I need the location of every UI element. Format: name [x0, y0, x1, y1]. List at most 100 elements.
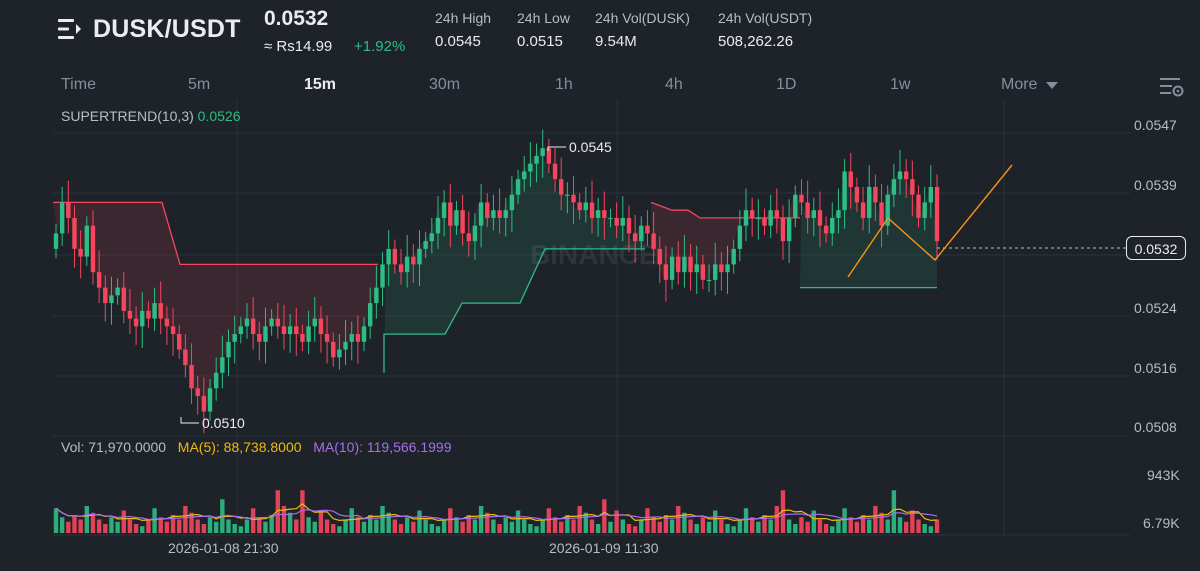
candle-body [534, 155, 539, 164]
candle-body [595, 210, 601, 218]
chart-settings-icon[interactable] [1160, 76, 1184, 98]
volume-bar [386, 512, 391, 533]
volume-bar [657, 521, 662, 533]
candle-body [694, 264, 699, 273]
menu-icon[interactable] [58, 18, 82, 40]
candle-body [762, 217, 767, 226]
candle-body [879, 202, 884, 226]
candle-body [72, 217, 77, 249]
volume-bar [830, 526, 835, 533]
volume-bar [503, 517, 508, 533]
volume-bar [836, 519, 841, 533]
candle-body [608, 217, 613, 220]
volume-bar [343, 519, 348, 533]
candle-body [423, 241, 428, 249]
stat-24h-low-label: 24h Low [517, 10, 570, 26]
tab-1h[interactable]: 1h [555, 76, 573, 93]
candle-body [294, 326, 299, 335]
volume-bar [103, 524, 108, 533]
tab-5m[interactable]: 5m [188, 76, 211, 93]
volume-bar [140, 526, 145, 533]
caret-down-icon[interactable] [1046, 82, 1058, 89]
volume-bar [59, 517, 65, 533]
volume-bar [164, 521, 170, 533]
volume-bar [257, 517, 262, 533]
candle-body [66, 202, 71, 218]
candle-body [491, 210, 496, 218]
volume-bar [608, 521, 613, 533]
candle-body [700, 264, 706, 280]
candle-body [848, 171, 853, 187]
tab-15m[interactable]: 15m [304, 76, 337, 93]
stat-24h-low-value: 0.0515 [517, 33, 563, 50]
volume-bar [121, 510, 126, 533]
candle-body [805, 202, 810, 218]
tab-4h[interactable]: 4h [665, 76, 683, 93]
candle-body [213, 372, 219, 389]
volume-bar [626, 524, 632, 533]
supertrend-fill [53, 148, 937, 412]
tab-30m[interactable]: 30m [429, 76, 461, 93]
candle-body [466, 233, 471, 242]
low-annotation: 0.0510 [202, 415, 245, 431]
candle-body [411, 256, 416, 265]
candle-body [928, 186, 934, 203]
stat-vol-quote-value: 508,262.26 [718, 33, 794, 50]
volume-bar [774, 506, 780, 533]
candle-body [90, 225, 96, 273]
candle-body [731, 248, 736, 265]
tab-1d[interactable]: 1D [776, 76, 797, 93]
volume-bar [232, 524, 237, 533]
candle-body [589, 202, 595, 218]
volume-bar [213, 521, 219, 533]
volume-bar [897, 517, 903, 533]
volume-bar [682, 512, 687, 533]
candle-body [725, 264, 730, 273]
candle-body [657, 248, 662, 265]
volume-bar [53, 508, 59, 533]
high-annotation: 0.0545 [569, 139, 612, 155]
volume-bar [934, 519, 940, 533]
candle-body [860, 202, 866, 218]
candle-body [158, 303, 163, 319]
ma10-value: MA(10): 119,566.1999 [313, 439, 452, 455]
volume-bar [404, 517, 410, 533]
candle-body [577, 202, 582, 211]
volume-bar [66, 521, 71, 533]
candle-body [103, 287, 108, 304]
volume-bar [583, 512, 589, 533]
watermark: BINANCE [530, 239, 658, 270]
volume-bar [491, 519, 496, 533]
volume-bar [571, 519, 576, 533]
volume-bar [423, 519, 428, 533]
volume-bar [632, 526, 638, 533]
volume-bar [928, 526, 934, 533]
tab-1w[interactable]: 1w [890, 76, 911, 93]
candle-body [59, 202, 65, 234]
candle-body [355, 334, 361, 342]
stat-24h-high-value: 0.0545 [435, 33, 481, 50]
candle-body [472, 225, 478, 242]
volume-bar [127, 519, 133, 533]
candle-body [651, 233, 656, 249]
candle-body [799, 194, 804, 203]
tab-time[interactable]: Time [61, 76, 96, 93]
candle-body [503, 210, 508, 218]
volume-bar [885, 519, 890, 533]
candle-body [830, 217, 835, 234]
drawn-pattern-line [847, 164, 1013, 278]
candle-body [133, 318, 139, 327]
trading-pair[interactable]: DUSK/USDT [93, 15, 241, 43]
candle-body [109, 295, 114, 304]
volume-bar [848, 517, 853, 533]
candle-body [257, 334, 262, 342]
time-axis-label: 2026-01-08 21:30 [168, 540, 279, 556]
price-axis-label: 0.0524 [1134, 300, 1177, 316]
volume-bar [294, 519, 299, 533]
volume-bar [170, 515, 176, 533]
volume-bar [250, 508, 256, 533]
tab-more[interactable]: More [1001, 76, 1038, 93]
volume-bar [485, 512, 490, 533]
volume-bar [540, 519, 545, 533]
